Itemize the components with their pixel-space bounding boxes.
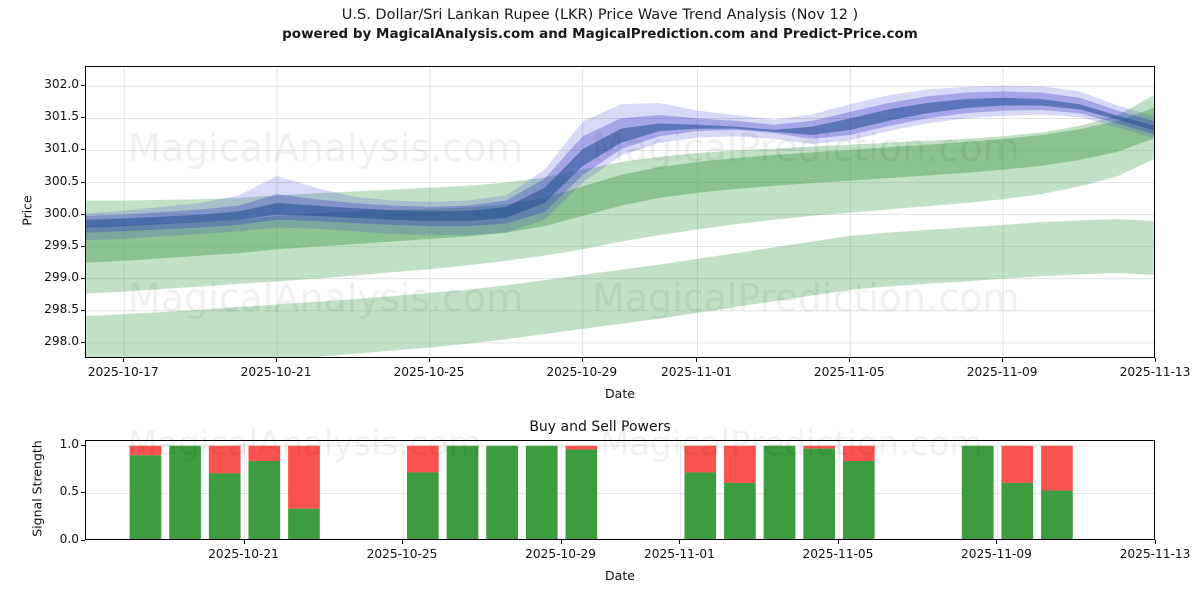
price-ytick-300.5: 300.5 bbox=[44, 173, 79, 188]
price-xtick-2025-11-01: 2025-11-01 bbox=[661, 365, 732, 379]
price-wave-svg bbox=[86, 67, 1154, 357]
buy-sell-bar bbox=[208, 445, 241, 539]
buy-sell-bar bbox=[169, 445, 201, 539]
page-title: U.S. Dollar/Sri Lankan Rupee (LKR) Price… bbox=[341, 7, 859, 23]
buy-sell-bar bbox=[763, 445, 796, 539]
price-ytick-301.0: 301.0 bbox=[44, 141, 79, 156]
price-band-blue-outer bbox=[86, 85, 1154, 241]
price-ytick-mark-1 bbox=[81, 309, 85, 311]
buy-sell-bar bbox=[288, 445, 320, 539]
buy-sell-bar bbox=[1041, 445, 1073, 539]
price-plot-area bbox=[85, 66, 1155, 358]
price-ytick-300.0: 300.0 bbox=[44, 205, 79, 220]
price-ytick-302.0: 302.0 bbox=[44, 77, 79, 92]
buy-sell-bar bbox=[684, 445, 717, 539]
signal-ytick-0.5: 0.5 bbox=[59, 484, 79, 499]
signal-ytick-mark-2 bbox=[81, 444, 85, 446]
signal-xtick-mark-4 bbox=[837, 540, 839, 544]
signal-xtick-2025-10-25: 2025-10-25 bbox=[366, 547, 438, 561]
price-ytick-mark-6 bbox=[81, 149, 85, 151]
buy-sell-bar bbox=[446, 445, 479, 539]
signal-xtick-mark-1 bbox=[402, 540, 404, 544]
buy-sell-svg bbox=[86, 441, 1154, 539]
price-ytick-298.5: 298.5 bbox=[44, 301, 79, 316]
signal-xtick-2025-11-01: 2025-11-01 bbox=[644, 547, 715, 561]
price-xtick-mark-2 bbox=[428, 358, 430, 362]
price-ytick-mark-7 bbox=[81, 117, 85, 119]
price-ytick-299.0: 299.0 bbox=[44, 269, 79, 284]
price-band-green-mid bbox=[86, 107, 1154, 263]
price-xtick-2025-11-05: 2025-11-05 bbox=[813, 365, 885, 379]
buy-sell-bar bbox=[1001, 445, 1034, 539]
buy-sell-plot-area bbox=[85, 440, 1155, 540]
buy-sell-bar bbox=[565, 445, 598, 539]
price-xtick-2025-10-29: 2025-10-29 bbox=[546, 365, 618, 379]
signal-xtick-mark-0 bbox=[243, 540, 245, 544]
price-xtick-mark-6 bbox=[1002, 358, 1004, 362]
signal-xtick-2025-11-13: 2025-11-13 bbox=[1119, 547, 1191, 561]
buy-sell-bar bbox=[248, 445, 281, 539]
signal-xtick-mark-2 bbox=[560, 540, 562, 544]
signal-xtick-mark-6 bbox=[1155, 540, 1156, 544]
price-ytick-298.0: 298.0 bbox=[44, 333, 79, 348]
signal-xtick-2025-11-05: 2025-11-05 bbox=[802, 547, 874, 561]
buy-sell-bar bbox=[486, 445, 518, 539]
signal-xtick-2025-10-29: 2025-10-29 bbox=[525, 547, 596, 561]
buy-sell-bar bbox=[129, 445, 162, 539]
price-ytick-mark-2 bbox=[81, 277, 85, 279]
price-xtick-2025-11-09: 2025-11-09 bbox=[966, 365, 1038, 379]
signal-ytick-1.0: 1.0 bbox=[59, 436, 79, 451]
price-xtick-mark-1 bbox=[276, 358, 278, 362]
price-xtick-mark-4 bbox=[696, 358, 698, 362]
page-subtitle: powered by MagicalAnalysis.com and Magic… bbox=[282, 26, 918, 42]
price-xtick-2025-10-17: 2025-10-17 bbox=[87, 365, 159, 379]
price-ytick-mark-8 bbox=[81, 85, 85, 87]
buy-sell-bar bbox=[842, 445, 875, 539]
signal-ytick-mark-0 bbox=[81, 540, 85, 541]
price-xtick-mark-3 bbox=[581, 358, 583, 362]
price-ytick-299.5: 299.5 bbox=[44, 237, 79, 252]
signal-xtick-mark-5 bbox=[996, 540, 998, 544]
signal-ytick-0.0: 0.0 bbox=[59, 532, 79, 546]
price-xtick-2025-10-21: 2025-10-21 bbox=[240, 365, 312, 379]
price-ytick-mark-4 bbox=[81, 213, 85, 215]
price-xtick-mark-7 bbox=[1155, 358, 1156, 362]
price-x-axis-label: Date bbox=[605, 386, 635, 401]
price-ytick-mark-3 bbox=[81, 245, 85, 247]
price-xtick-2025-11-13: 2025-11-13 bbox=[1119, 365, 1191, 379]
buy-sell-bar bbox=[803, 445, 835, 539]
buy-sell-x-axis-label: Date bbox=[605, 568, 635, 583]
price-xtick-mark-5 bbox=[849, 358, 851, 362]
buy-sell-bar bbox=[525, 445, 558, 539]
signal-xtick-2025-11-09: 2025-11-09 bbox=[961, 547, 1032, 561]
signal-ytick-mark-1 bbox=[81, 492, 85, 494]
price-ytick-301.5: 301.5 bbox=[44, 109, 79, 124]
signal-xtick-2025-10-21: 2025-10-21 bbox=[208, 547, 279, 561]
price-ytick-mark-5 bbox=[81, 181, 85, 183]
price-xtick-mark-0 bbox=[123, 358, 125, 362]
buy-sell-bar bbox=[961, 445, 994, 539]
chart-title-block: U.S. Dollar/Sri Lankan Rupee (LKR) Price… bbox=[0, 6, 1200, 44]
signal-xtick-mark-3 bbox=[679, 540, 681, 544]
price-band-green-outer-lower bbox=[86, 219, 1154, 357]
buy-sell-bar bbox=[407, 445, 439, 539]
buy-sell-title: Buy and Sell Powers bbox=[529, 419, 671, 435]
price-ytick-mark-0 bbox=[81, 341, 85, 343]
price-band-green-outer-upper bbox=[86, 95, 1154, 294]
price-xtick-2025-10-25: 2025-10-25 bbox=[393, 365, 465, 379]
buy-sell-bar bbox=[724, 445, 756, 539]
